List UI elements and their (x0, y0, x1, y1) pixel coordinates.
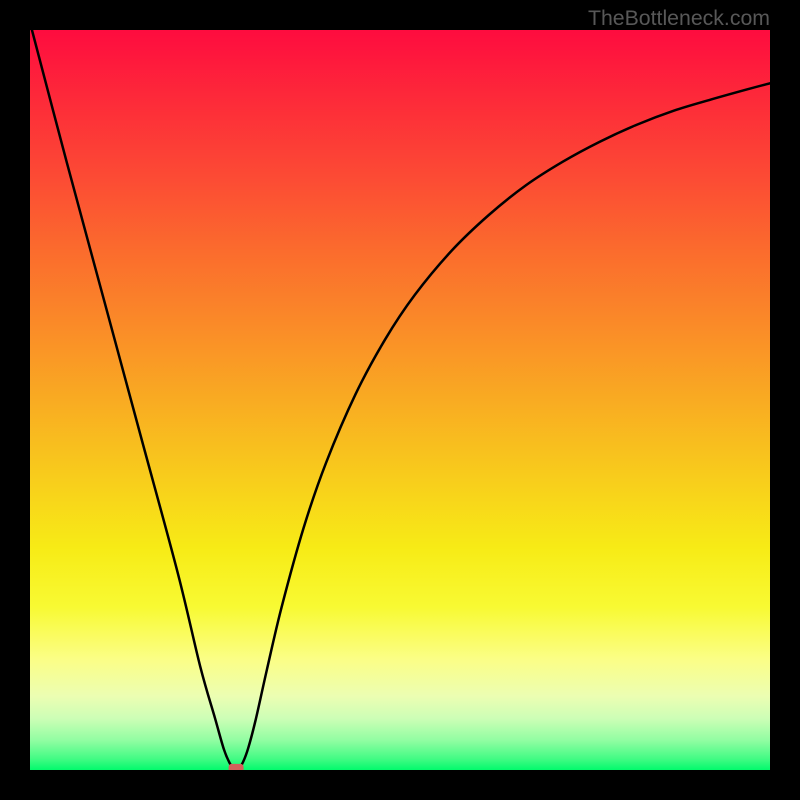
bottleneck-curve (30, 30, 770, 769)
plot-area (30, 30, 770, 770)
watermark-label: TheBottleneck.com (588, 6, 770, 31)
curve-layer (30, 30, 770, 770)
minimum-marker (229, 764, 244, 770)
chart-frame: TheBottleneck.com (0, 0, 800, 800)
